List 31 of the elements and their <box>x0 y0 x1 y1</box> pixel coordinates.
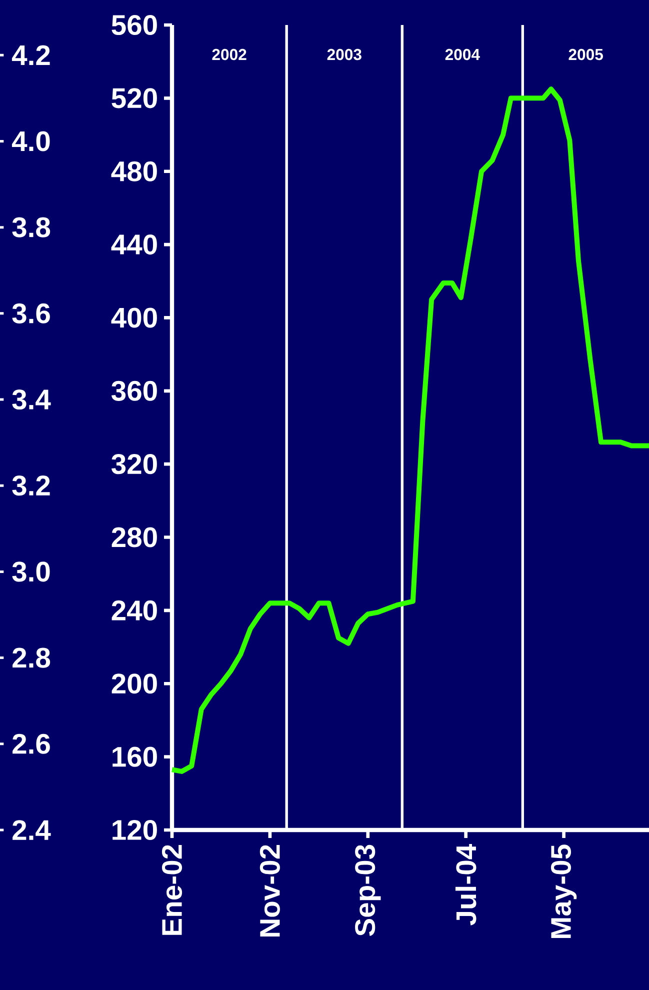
x-tick-label: Jul-04 <box>455 844 476 926</box>
y-tick-label: 280 <box>112 527 157 548</box>
y2-tick-label: 3.2 <box>12 476 50 496</box>
y-tick-label: 560 <box>112 14 157 36</box>
y-tick-label: 400 <box>111 308 157 328</box>
y-tick-label: 480 <box>111 161 157 182</box>
y2-tick-label: 2.8 <box>12 648 50 668</box>
annotation: 2004 <box>445 48 480 60</box>
x-tick-label: Nov-02 <box>260 845 280 936</box>
y2-tick-label: 2.4 <box>12 820 51 840</box>
y2-tick-label: 4.0 <box>12 131 50 152</box>
annotation: 2003 <box>327 48 362 60</box>
y-tick-label: 440 <box>111 234 157 255</box>
y-tick-label: 520 <box>112 88 157 108</box>
y-tick-label: 120 <box>112 820 157 840</box>
y-tick-label: 320 <box>111 454 157 474</box>
y2-tick-label: 3.0 <box>12 562 50 582</box>
y-tick-label: 360 <box>111 380 157 401</box>
y2-tick-label: 3.8 <box>12 217 50 238</box>
y2-tick-label: 4.2 <box>12 45 50 66</box>
y-tick-label: 200 <box>112 674 157 694</box>
y-tick-label: 240 <box>112 600 157 620</box>
x-tick-label: Sep-03 <box>355 844 381 936</box>
annotation: 2005 <box>568 48 603 60</box>
y-tick-label: 160 <box>112 746 157 767</box>
y2-tick-label: 3.6 <box>12 303 50 324</box>
y2-tick-label: 3.4 <box>12 389 51 410</box>
x-tick-label: Ene-02 <box>162 845 182 935</box>
y2-tick-label: 2.6 <box>12 734 50 754</box>
annotation: 2002 <box>212 48 246 60</box>
x-tick-label: May-05 <box>550 844 577 938</box>
